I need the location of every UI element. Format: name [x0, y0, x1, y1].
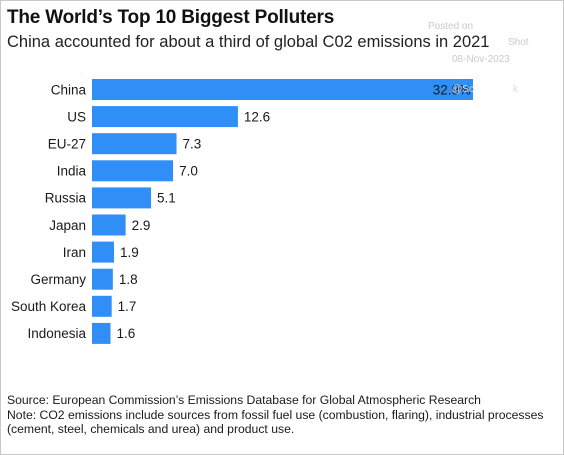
- bar: [92, 133, 177, 155]
- category-label: Japan: [49, 218, 86, 233]
- chart-notes: Source: European Commission’s Emissions …: [7, 393, 559, 437]
- value-label: 7.3: [183, 137, 202, 152]
- value-label: 12.6: [244, 109, 270, 124]
- value-label: 7.0: [179, 164, 198, 179]
- bar: [92, 79, 473, 100]
- bar: [92, 241, 115, 263]
- chart-subtitle: China accounted for about a third of glo…: [7, 33, 490, 51]
- watermark-handle-tail: k: [513, 84, 518, 95]
- value-label: 2.9: [132, 218, 151, 233]
- watermark-source-name: Shot: [508, 37, 529, 48]
- watermark-posted-on: Posted on: [428, 21, 474, 32]
- category-label: Russia: [45, 191, 87, 206]
- category-label: EU-27: [48, 137, 86, 152]
- value-label: 32.9%: [433, 82, 471, 97]
- bar: [92, 214, 126, 236]
- value-label: 1.7: [118, 299, 137, 314]
- category-label: China: [51, 82, 87, 97]
- category-label: India: [57, 164, 87, 179]
- chart-title: The World’s Top 10 Biggest Polluters: [7, 7, 335, 28]
- bar: [92, 268, 113, 290]
- bar: [92, 106, 238, 128]
- watermark-date: 08-Nov-2023: [452, 54, 510, 65]
- value-label: 1.6: [117, 326, 136, 341]
- bar-chart: China 32.9% US 12.6 EU-27 7.3 India 7.0 Russia 5.…: [11, 79, 473, 344]
- bar: [92, 295, 112, 317]
- bar: [92, 160, 174, 182]
- bar: [92, 322, 111, 344]
- value-label: 5.1: [157, 191, 176, 206]
- category-label: Germany: [30, 272, 86, 287]
- value-label: 1.8: [119, 272, 138, 287]
- footnote: Note: CO2 emissions include sources from…: [7, 407, 544, 437]
- category-label: Indonesia: [27, 326, 86, 341]
- category-label: South Korea: [11, 299, 87, 314]
- category-label: US: [67, 109, 86, 124]
- source-note: Source: European Commission’s Emissions …: [7, 393, 481, 407]
- value-label: 1.9: [120, 245, 139, 260]
- bar: [92, 187, 152, 209]
- category-label: Iran: [63, 245, 86, 260]
- watermark-handle: @So: [452, 84, 475, 95]
